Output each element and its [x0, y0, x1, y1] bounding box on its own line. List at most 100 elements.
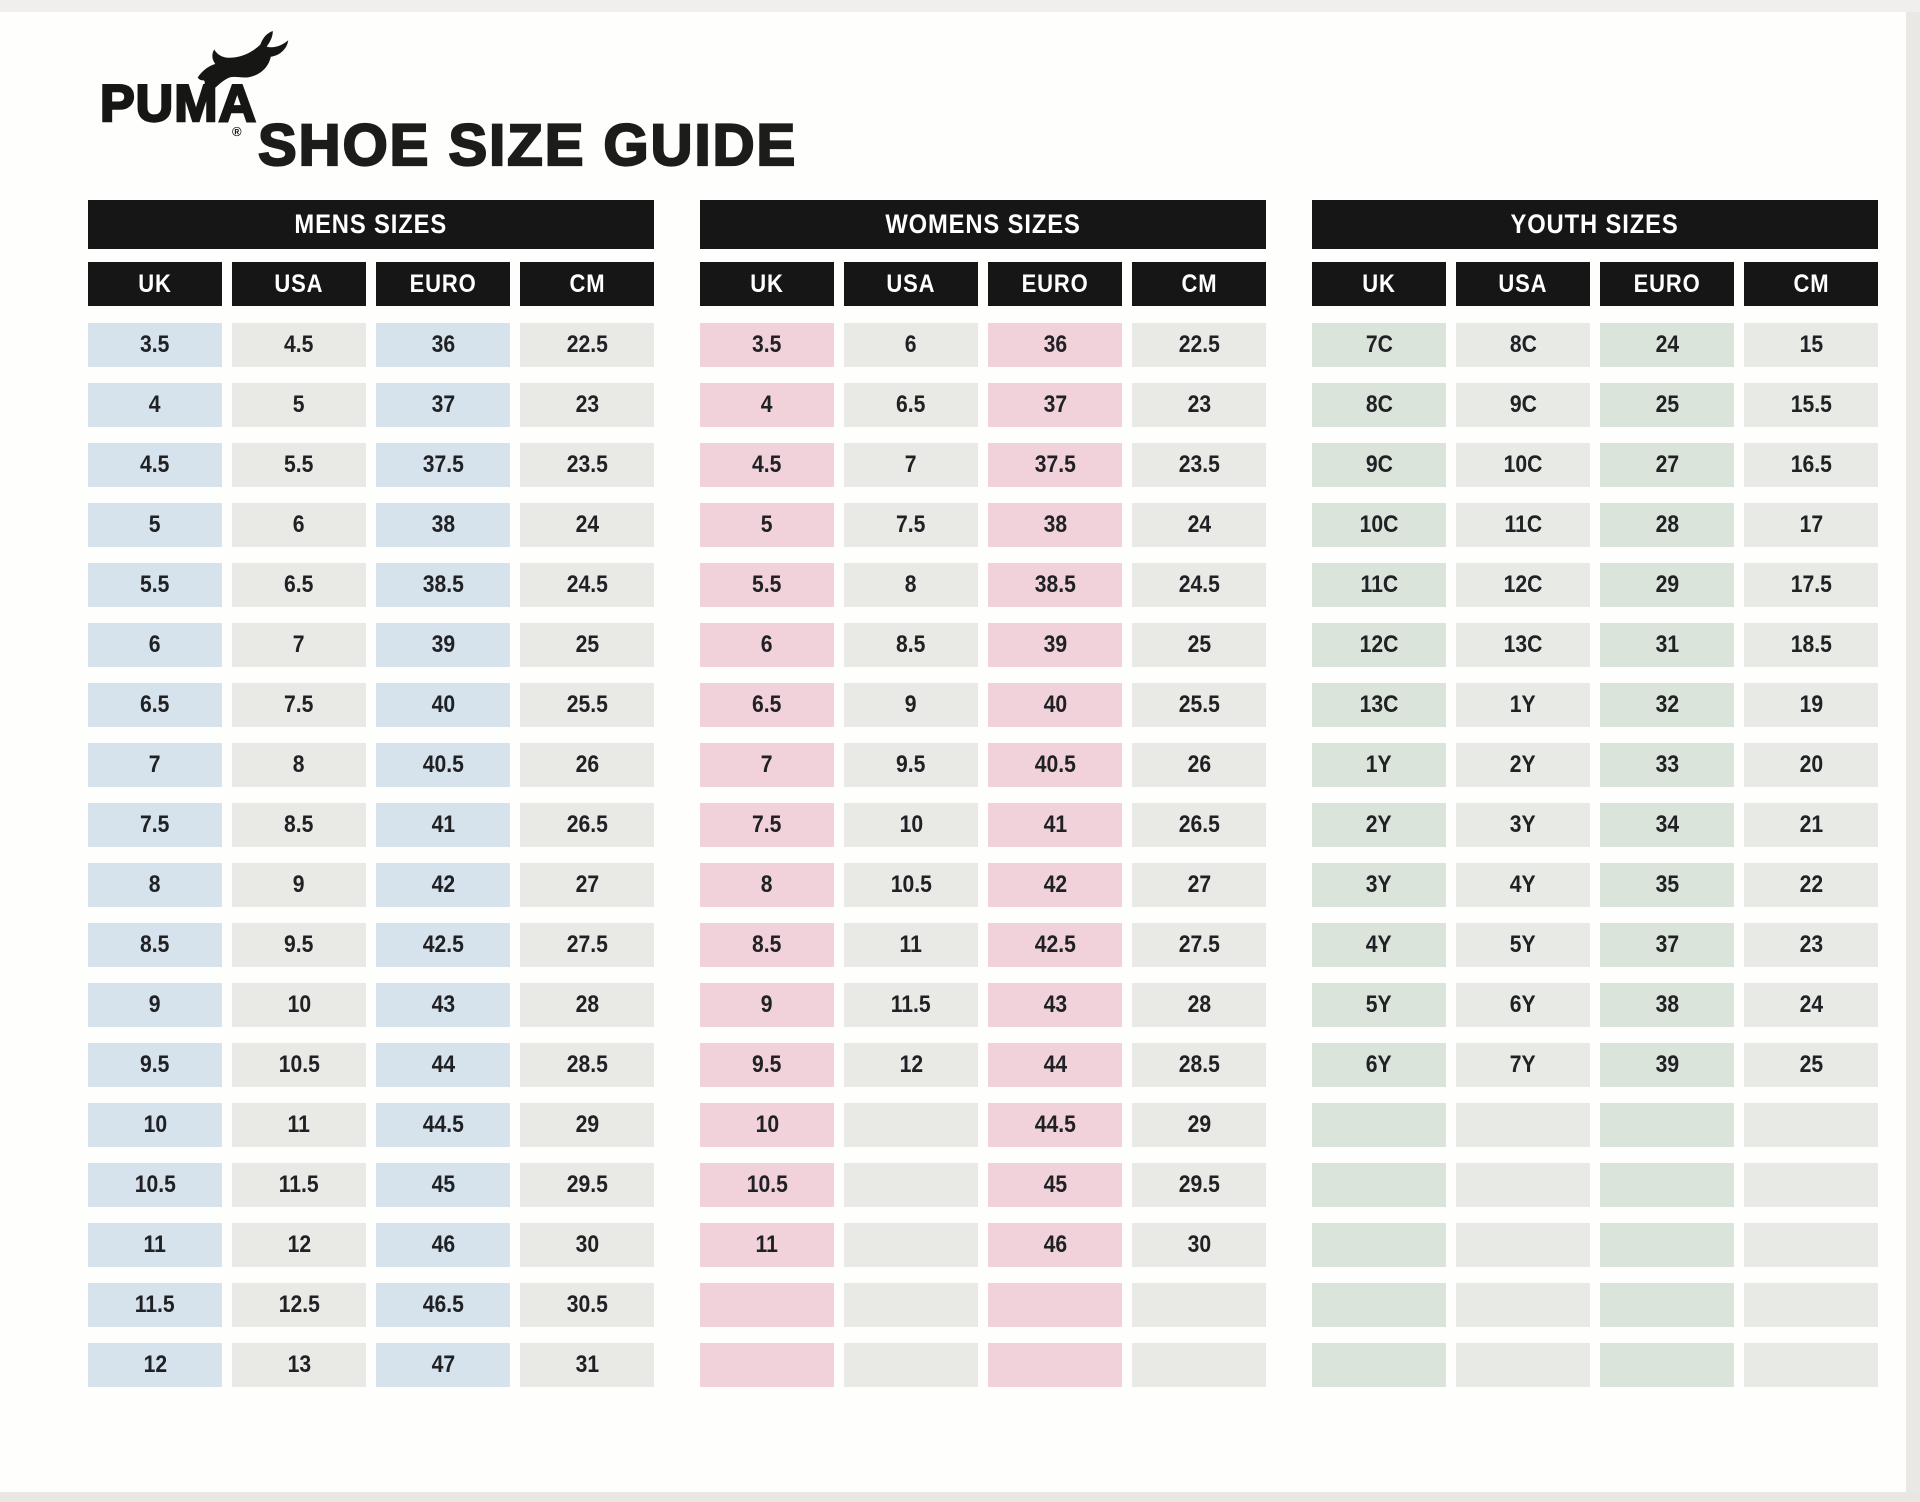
- size-cell: 3.5: [700, 323, 834, 367]
- size-cell: 7.5: [700, 803, 834, 847]
- table-row: 2Y 3Y 34 21: [1312, 803, 1878, 847]
- cell-text: 37: [1043, 391, 1067, 418]
- size-cell: [844, 1103, 978, 1147]
- size-cell: 43: [988, 983, 1122, 1027]
- cell-text: 7Y: [1510, 1051, 1536, 1078]
- table-row: 5Y 6Y 38 24: [1312, 983, 1878, 1027]
- table-row: 9.5 12 44 28.5: [700, 1043, 1266, 1087]
- cell-text: 12: [143, 1351, 167, 1378]
- cell-text: 27: [1187, 871, 1211, 898]
- size-cell: 11.5: [232, 1163, 366, 1207]
- size-cell: 26: [520, 743, 654, 787]
- size-cell: 7.5: [844, 503, 978, 547]
- cell-text: 42.5: [1034, 931, 1076, 958]
- size-cell: 40.5: [988, 743, 1122, 787]
- cell-text: 25.5: [566, 691, 608, 718]
- cell-text: 7C: [1365, 331, 1393, 358]
- size-cell: 9C: [1312, 443, 1446, 487]
- size-cell: 37: [988, 383, 1122, 427]
- size-cell: [1312, 1103, 1446, 1147]
- cell-text: 37.5: [1034, 451, 1076, 478]
- youth-table-title: YOUTH SIZES: [1312, 200, 1878, 249]
- size-cell: 28.5: [1132, 1043, 1266, 1087]
- size-cell: 39: [988, 623, 1122, 667]
- size-cell: 28.5: [520, 1043, 654, 1087]
- size-cell: 11.5: [88, 1283, 222, 1327]
- cell-text: 37.5: [422, 451, 464, 478]
- cell-text: CM: [569, 269, 605, 298]
- size-cell: 32: [1600, 683, 1734, 727]
- size-cell: 13: [232, 1343, 366, 1387]
- size-cell: 18.5: [1744, 623, 1878, 667]
- size-cell: 5.5: [232, 443, 366, 487]
- cell-text: 6.5: [896, 391, 926, 418]
- cell-text: 39: [1043, 631, 1067, 658]
- size-cell: [1456, 1223, 1590, 1267]
- size-cell: 42.5: [988, 923, 1122, 967]
- size-cell: 7: [88, 743, 222, 787]
- column-header-usa: USA: [1456, 262, 1590, 306]
- cell-text: EURO: [1633, 269, 1701, 298]
- cell-text: 27: [1655, 451, 1679, 478]
- cell-text: 6.5: [284, 571, 314, 598]
- cell-text: 24: [1655, 331, 1679, 358]
- cell-text: USA: [1498, 269, 1548, 298]
- size-cell: 8: [88, 863, 222, 907]
- size-cell: 19: [1744, 683, 1878, 727]
- cell-text: 24: [1799, 991, 1823, 1018]
- cell-text: EURO: [409, 269, 477, 298]
- size-cell: 16.5: [1744, 443, 1878, 487]
- cell-text: 45: [1043, 1171, 1067, 1198]
- size-cell: [1744, 1343, 1878, 1387]
- table-row: 11 46 30: [700, 1223, 1266, 1267]
- table-row: 10 11 44.5 29: [88, 1103, 654, 1147]
- cell-text: 11C: [1504, 511, 1542, 538]
- size-cell: 7.5: [88, 803, 222, 847]
- cell-text: 11.5: [279, 1171, 319, 1198]
- cell-text: 35: [1655, 871, 1679, 898]
- size-cell: 1Y: [1312, 743, 1446, 787]
- size-cell: 24.5: [1132, 563, 1266, 607]
- size-cell: 41: [988, 803, 1122, 847]
- size-cell: 37: [1600, 923, 1734, 967]
- size-cell: 38.5: [988, 563, 1122, 607]
- cell-text: 34: [1655, 811, 1679, 838]
- cell-text: 42: [431, 871, 455, 898]
- youth-column-headers: UK USA EURO CM: [1312, 262, 1878, 306]
- table-row: 8.5 9.5 42.5 27.5: [88, 923, 654, 967]
- size-cell: [988, 1283, 1122, 1327]
- size-cell: [1600, 1163, 1734, 1207]
- cell-text: 11: [287, 1111, 311, 1138]
- cell-text: 9.5: [140, 1051, 170, 1078]
- size-cell: 10C: [1312, 503, 1446, 547]
- puma-cat-icon: [197, 31, 289, 93]
- mens-table-title: MENS SIZES: [88, 200, 654, 249]
- cell-text: 38: [1043, 511, 1067, 538]
- table-row: 6 8.5 39 25: [700, 623, 1266, 667]
- table-row: 8 10.5 42 27: [700, 863, 1266, 907]
- cell-text: 10.5: [134, 1171, 176, 1198]
- size-cell: 10.5: [700, 1163, 834, 1207]
- cell-text: 1Y: [1366, 751, 1392, 778]
- cell-text: 31: [575, 1351, 599, 1378]
- size-cell: 26.5: [1132, 803, 1266, 847]
- size-cell: 37.5: [376, 443, 510, 487]
- size-cell: 25.5: [520, 683, 654, 727]
- size-cell: 10C: [1456, 443, 1590, 487]
- size-cell: 22: [1744, 863, 1878, 907]
- size-cell: 27.5: [1132, 923, 1266, 967]
- cell-text: 38: [431, 511, 455, 538]
- cell-text: 9C: [1509, 391, 1537, 418]
- cell-text: 9.5: [896, 751, 926, 778]
- size-cell: 6: [88, 623, 222, 667]
- size-cell: [1456, 1103, 1590, 1147]
- size-cell: 30: [520, 1223, 654, 1267]
- cell-text: UK: [1362, 269, 1396, 298]
- cell-text: 7.5: [752, 811, 782, 838]
- column-header-usa: USA: [232, 262, 366, 306]
- cell-text: MENS SIZES: [294, 209, 448, 239]
- cell-text: 37: [431, 391, 455, 418]
- size-cell: 4: [88, 383, 222, 427]
- cell-text: 2Y: [1366, 811, 1392, 838]
